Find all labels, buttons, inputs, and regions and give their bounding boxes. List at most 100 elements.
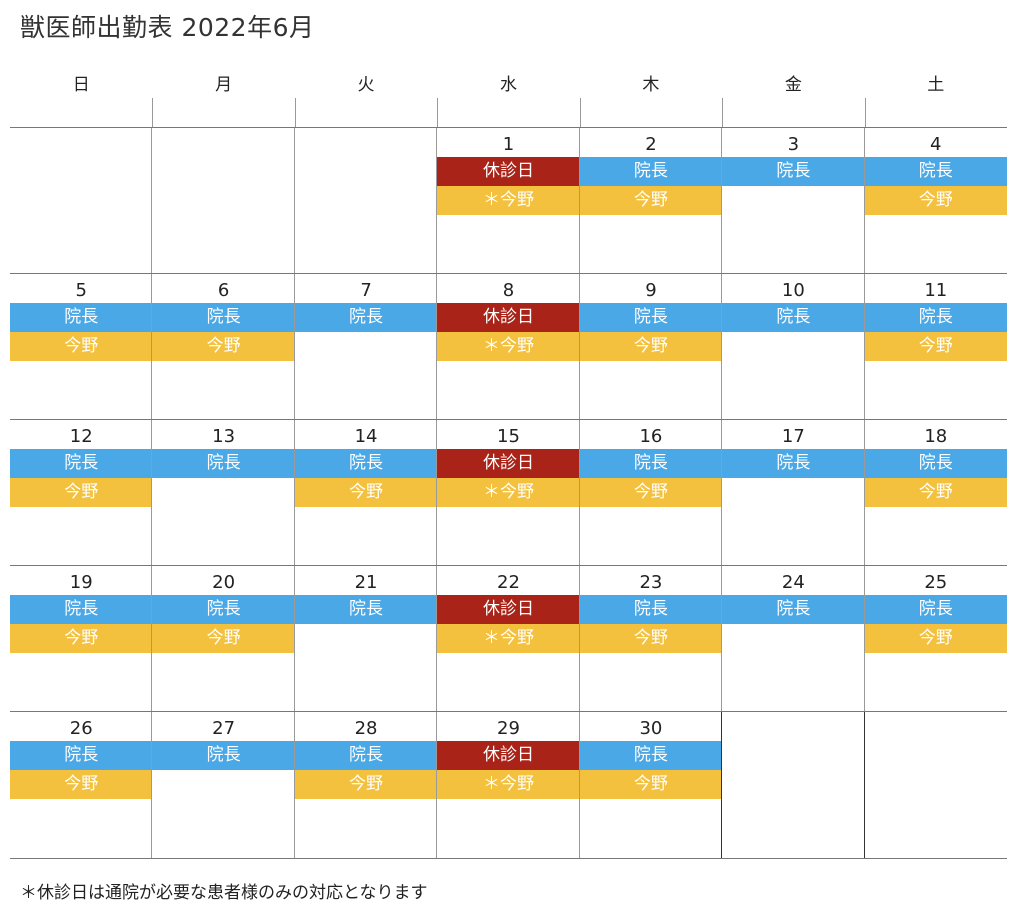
shift-konno: 今野 xyxy=(10,478,153,507)
shift-konno: 今野 xyxy=(10,770,153,799)
column-divider xyxy=(293,712,295,858)
day-number: 26 xyxy=(69,718,93,739)
shift-director: 院長 xyxy=(10,741,153,770)
shift-konno: 今野 xyxy=(579,332,723,361)
shift-konno: 今野 xyxy=(579,770,723,799)
day-cell: 26 院長 今野 xyxy=(10,712,153,858)
shift-director: 院長 xyxy=(579,157,723,186)
day-number xyxy=(295,132,437,158)
closed-day-label: 休診日 xyxy=(437,595,580,624)
day-number: 17 xyxy=(781,426,805,447)
day-cell: 5 院長 今野 xyxy=(10,274,153,420)
day-cell: 23 院長 今野 xyxy=(578,566,723,712)
day-cell: 20 院長 今野 xyxy=(151,566,295,712)
weekday-label: 土 xyxy=(927,75,945,95)
shift-konno: ＊今野 xyxy=(437,332,580,361)
day-number: 1 xyxy=(502,134,515,155)
day-number: 6 xyxy=(217,280,230,301)
day-number: 29 xyxy=(497,718,520,739)
shift-director: 院長 xyxy=(864,449,1007,478)
column-divider xyxy=(294,98,296,127)
shift-director: 院長 xyxy=(579,449,723,478)
day-cell: 10 院長 xyxy=(721,274,865,420)
column-divider xyxy=(578,712,580,858)
day-number: 8 xyxy=(502,280,515,301)
shift-director: 院長 xyxy=(294,595,438,624)
column-divider xyxy=(436,566,438,712)
day-number: 23 xyxy=(639,572,663,593)
day-cell: 14 院長 今野 xyxy=(293,420,438,566)
shift-director: 院長 xyxy=(152,303,295,332)
day-cell: 15 休診日 ＊今野 xyxy=(436,420,580,566)
column-divider xyxy=(293,566,295,712)
weekday-label: 火 xyxy=(357,75,375,95)
column-divider xyxy=(721,128,723,274)
shift-director: 院長 xyxy=(294,741,438,770)
day-number: 30 xyxy=(639,718,663,739)
day-cell: 12 院長 今野 xyxy=(10,420,153,566)
column-divider xyxy=(578,128,580,274)
column-divider xyxy=(151,420,153,566)
column-divider xyxy=(293,128,295,274)
day-number: 5 xyxy=(75,280,87,301)
day-number: 28 xyxy=(354,718,378,739)
column-divider xyxy=(436,128,438,274)
weekday-header: 日月火水木金土 xyxy=(10,70,1007,127)
column-divider xyxy=(863,566,865,712)
shift-konno: 今野 xyxy=(10,332,153,361)
column-divider xyxy=(863,274,865,420)
day-number xyxy=(10,132,152,158)
day-cell: 7 院長 xyxy=(293,274,438,420)
column-divider xyxy=(863,128,865,274)
column-divider xyxy=(863,420,865,566)
week-row: 19 院長 今野 20 院長 今野 21 院長 22 休診日 ＊今野 23 院長 今野 24 院長 25 院長 今野 xyxy=(10,565,1007,712)
day-cell: 2 院長 今野 xyxy=(578,128,723,274)
day-cell: 3 院長 xyxy=(721,128,865,274)
column-divider xyxy=(293,274,295,420)
column-divider xyxy=(151,566,153,712)
day-cell: 18 院長 今野 xyxy=(863,420,1007,566)
day-cell: 25 院長 今野 xyxy=(863,566,1007,712)
day-number: 19 xyxy=(69,572,93,593)
day-cell: 6 院長 今野 xyxy=(151,274,295,420)
day-number: 3 xyxy=(787,134,800,155)
day-number: 21 xyxy=(354,572,378,593)
shift-director: 院長 xyxy=(579,303,723,332)
day-cell: 24 院長 xyxy=(721,566,865,712)
shift-konno: 今野 xyxy=(864,478,1007,507)
day-number: 20 xyxy=(212,572,236,593)
day-cell xyxy=(863,712,1007,858)
column-divider xyxy=(721,712,723,858)
page-title: 獣医師出勤表 2022年6月 xyxy=(20,13,315,42)
closed-day-label: 休診日 xyxy=(437,303,580,332)
column-divider xyxy=(436,420,438,566)
column-divider xyxy=(578,274,580,420)
footnote: ＊休診日は通院が必要な患者様のみの対応となります xyxy=(20,883,428,903)
column-divider xyxy=(722,98,724,127)
day-cell: 8 休診日 ＊今野 xyxy=(436,274,580,420)
shift-director: 院長 xyxy=(722,157,865,186)
shift-konno: 今野 xyxy=(579,624,723,653)
day-number: 7 xyxy=(360,280,372,301)
day-number xyxy=(152,132,294,158)
week-row: 26 院長 今野 27 院長 28 院長 今野 29 休診日 ＊今野 30 院長 今野 xyxy=(10,711,1007,859)
closed-day-label: 休診日 xyxy=(437,741,580,770)
shift-director: 院長 xyxy=(864,303,1007,332)
shift-director: 院長 xyxy=(294,449,438,478)
shift-konno: 今野 xyxy=(579,186,723,215)
closed-day-label: 休診日 xyxy=(437,157,580,186)
day-number: 14 xyxy=(354,426,378,447)
day-cell xyxy=(151,128,294,274)
week-row: 5 院長 今野 6 院長 今野 7 院長 8 休診日 ＊今野 9 院長 今野 10 院長 11 院長 今野 xyxy=(10,273,1007,420)
day-cell: 30 院長 今野 xyxy=(578,712,723,858)
weekday-label: 木 xyxy=(642,75,660,95)
day-cell: 27 院長 xyxy=(151,712,295,858)
shift-konno: ＊今野 xyxy=(437,478,580,507)
shift-konno: 今野 xyxy=(579,478,723,507)
column-divider xyxy=(721,274,723,420)
day-number: 22 xyxy=(497,572,520,593)
day-number: 2 xyxy=(645,134,657,155)
column-divider xyxy=(721,420,723,566)
shift-director: 院長 xyxy=(294,303,438,332)
day-number: 9 xyxy=(645,280,657,301)
